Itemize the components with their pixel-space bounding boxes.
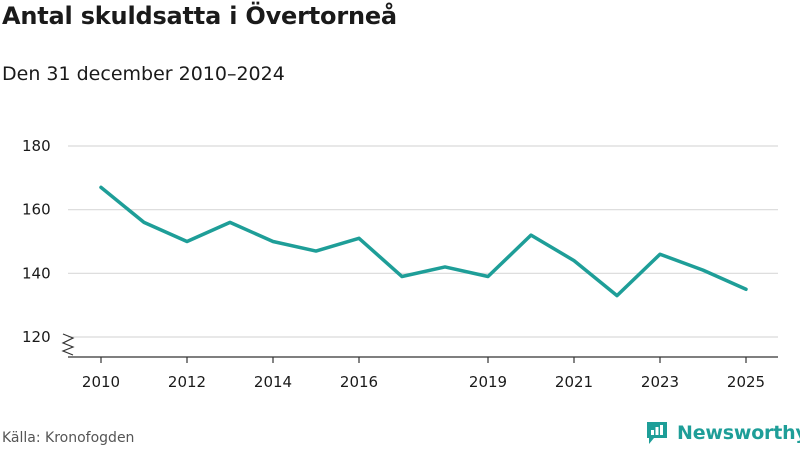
chart-title: Antal skuldsatta i Övertorneå: [2, 2, 397, 30]
y-tick-label: 160: [22, 201, 51, 219]
x-tick-label: 2025: [727, 373, 765, 391]
x-tick-label: 2016: [340, 373, 378, 391]
x-tick-label: 2012: [168, 373, 206, 391]
x-tick-label: 2010: [82, 373, 120, 391]
y-tick-label: 180: [22, 137, 51, 155]
x-tick-label: 2021: [555, 373, 593, 391]
y-axis-break-icon: [61, 333, 75, 356]
series-line-0: [99, 185, 748, 298]
brand-name: Newsworthy: [677, 422, 800, 444]
y-tick-label: 120: [22, 328, 51, 346]
x-tick-label: 2014: [254, 373, 292, 391]
y-tick-label: 140: [22, 264, 51, 282]
x-tick-label: 2019: [469, 373, 507, 391]
newsworthy-logo-icon: [647, 422, 667, 444]
chart-subtitle: Den 31 december 2010–2024: [2, 63, 285, 85]
source-note: Källa: Kronofogden: [2, 430, 135, 446]
brand-logo: Newsworthy: [645, 420, 800, 446]
x-tick-label: 2023: [641, 373, 679, 391]
